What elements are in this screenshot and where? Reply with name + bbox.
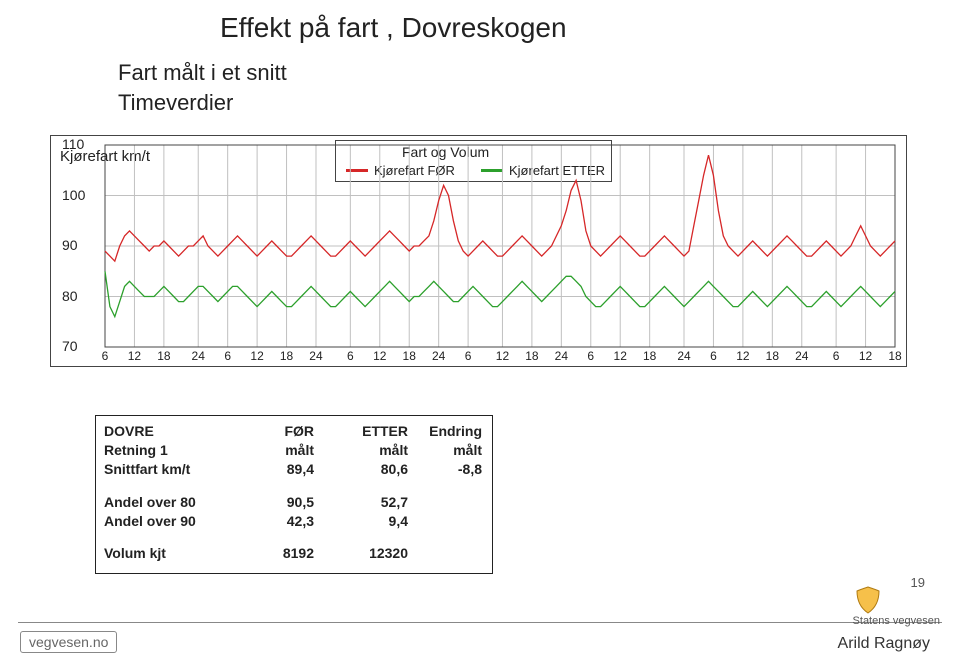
page-title: Effekt på fart , Dovreskogen — [220, 12, 567, 44]
table-row: Andel over 9042,39,4 — [104, 512, 484, 531]
table-cell: målt — [228, 441, 318, 460]
table-header: DOVRE FØR ETTER Endring — [104, 422, 484, 441]
logo: Statens vegvesen — [853, 585, 940, 627]
table-cell: 89,4 — [228, 460, 318, 479]
summary-table: DOVRE FØR ETTER Endring Retning 1måltmål… — [95, 415, 493, 574]
logo-text: Statens vegvesen — [853, 615, 940, 627]
table-cell: 12320 — [322, 544, 412, 563]
shield-icon — [853, 585, 883, 615]
table-cell: målt — [416, 441, 486, 460]
table-cell — [416, 512, 486, 531]
table-cell: Andel over 90 — [104, 512, 224, 531]
table-cell — [416, 544, 486, 563]
table-row: Andel over 8090,552,7 — [104, 493, 484, 512]
th-c3: ETTER — [322, 422, 412, 441]
page-root: Effekt på fart , Dovreskogen Fart målt i… — [0, 0, 960, 663]
line-chart — [50, 135, 905, 365]
subtitle-line2: Timeverdier — [118, 90, 233, 116]
table-cell: Andel over 80 — [104, 493, 224, 512]
th-c4: Endring — [416, 422, 486, 441]
footer-author: Arild Ragnøy — [838, 635, 930, 653]
table-cell: 52,7 — [322, 493, 412, 512]
table-cell: 90,5 — [228, 493, 318, 512]
table-cell: Retning 1 — [104, 441, 224, 460]
table-row: Retning 1måltmåltmålt — [104, 441, 484, 460]
th-c1: DOVRE — [104, 422, 224, 441]
table-cell — [416, 493, 486, 512]
table-body-3: Volum kjt819212320 — [104, 544, 484, 563]
table-row: Volum kjt819212320 — [104, 544, 484, 563]
table-cell: Volum kjt — [104, 544, 224, 563]
subtitle-line1: Fart målt i et snitt — [118, 60, 287, 86]
page-number: 19 — [911, 575, 925, 590]
table-cell: 42,3 — [228, 512, 318, 531]
table-body-1: Retning 1måltmåltmåltSnittfart km/t89,48… — [104, 441, 484, 479]
table-cell: målt — [322, 441, 412, 460]
table-cell: 80,6 — [322, 460, 412, 479]
table-row: Snittfart km/t89,480,6-8,8 — [104, 460, 484, 479]
table-cell: Snittfart km/t — [104, 460, 224, 479]
brand-badge: vegvesen.no — [20, 631, 117, 653]
table-cell: 8192 — [228, 544, 318, 563]
th-c2: FØR — [228, 422, 318, 441]
table-cell: 9,4 — [322, 512, 412, 531]
table-cell: -8,8 — [416, 460, 486, 479]
table-body-2: Andel over 8090,552,7 Andel over 9042,39… — [104, 493, 484, 531]
footer-divider — [18, 622, 942, 624]
